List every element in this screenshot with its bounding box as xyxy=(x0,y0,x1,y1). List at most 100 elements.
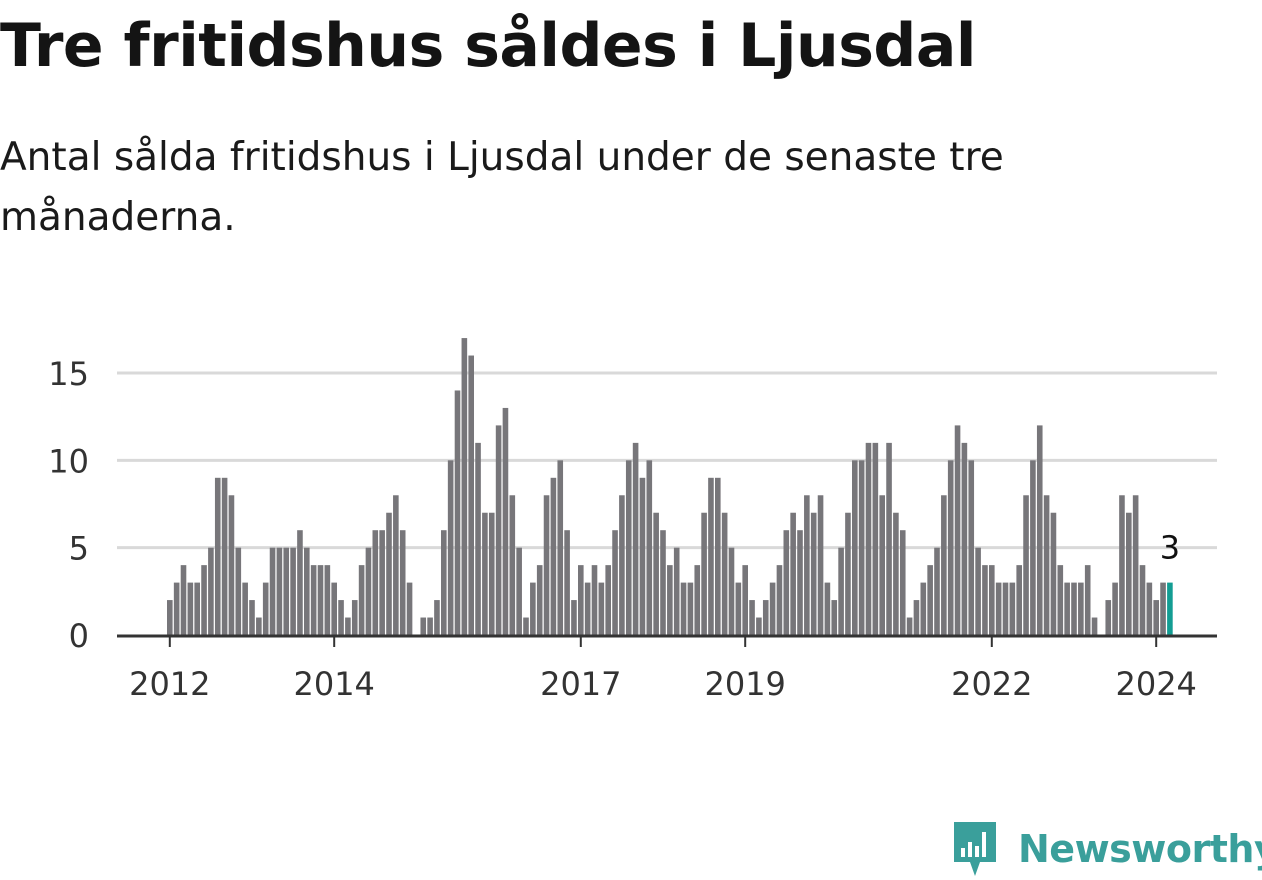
bar xyxy=(310,565,317,635)
bar xyxy=(1016,565,1022,635)
bar xyxy=(947,460,954,635)
bar xyxy=(1057,565,1064,635)
bar xyxy=(749,600,755,635)
bar xyxy=(989,565,995,635)
chart-title: Tre fritidshus såldes i Ljusdal xyxy=(0,11,976,81)
bar xyxy=(694,565,701,635)
bar xyxy=(564,530,570,635)
bar xyxy=(1119,495,1125,635)
bar xyxy=(571,600,577,635)
bar xyxy=(632,442,639,635)
bar xyxy=(797,530,803,635)
bar xyxy=(1002,582,1009,635)
y-tick-label: 15 xyxy=(48,355,89,393)
bar xyxy=(783,530,790,635)
y-tick-label: 10 xyxy=(48,442,89,480)
bar xyxy=(721,512,728,635)
bar xyxy=(817,495,824,635)
bar xyxy=(345,617,351,635)
bar xyxy=(523,617,529,635)
bar xyxy=(1146,582,1153,635)
bar xyxy=(180,565,187,635)
bar xyxy=(317,565,324,635)
bar xyxy=(804,495,810,635)
bar xyxy=(1064,582,1070,635)
bar xyxy=(194,582,200,635)
bar xyxy=(578,565,584,635)
bar xyxy=(304,547,310,635)
x-tick-label: 2014 xyxy=(293,665,374,703)
bar xyxy=(619,495,625,635)
bar xyxy=(667,565,673,635)
bar xyxy=(208,547,214,635)
bar xyxy=(324,565,331,635)
bar xyxy=(872,442,879,635)
bar xyxy=(584,582,591,635)
bar xyxy=(639,477,646,635)
bar xyxy=(228,495,235,635)
brand-name: Newsworthy xyxy=(1018,827,1262,871)
bar xyxy=(961,442,968,635)
bar xyxy=(598,582,605,635)
bar xyxy=(372,530,379,635)
bar xyxy=(1091,617,1098,635)
bar xyxy=(482,512,488,635)
bar xyxy=(838,547,844,635)
bar xyxy=(351,600,358,635)
bar xyxy=(509,495,516,635)
bar xyxy=(756,617,762,635)
bar xyxy=(461,338,468,635)
bar xyxy=(488,512,495,635)
bar xyxy=(420,617,427,635)
bar xyxy=(530,582,536,635)
bar xyxy=(495,425,502,635)
chart-subtitle: Antal sålda fritidshus i Ljusdal under d… xyxy=(0,135,1004,240)
bar xyxy=(379,530,385,635)
bar xyxy=(201,565,207,635)
bar xyxy=(646,460,653,635)
bar xyxy=(1153,600,1159,635)
bar xyxy=(715,477,721,635)
bar xyxy=(475,442,481,635)
bar xyxy=(605,565,611,635)
bars xyxy=(167,338,1173,635)
bar xyxy=(167,600,173,635)
bar xyxy=(612,530,618,635)
bar xyxy=(954,425,961,635)
data-labels: 3 xyxy=(1160,529,1180,567)
bar xyxy=(728,547,735,635)
bar xyxy=(1071,582,1077,635)
bar xyxy=(927,565,933,635)
bar xyxy=(653,512,659,635)
bar xyxy=(762,600,769,635)
bar xyxy=(810,512,817,635)
bar xyxy=(934,547,940,635)
bar xyxy=(769,582,776,635)
bar xyxy=(283,547,290,635)
bar xyxy=(886,442,892,635)
bar xyxy=(406,582,413,635)
bar xyxy=(502,407,509,635)
bar xyxy=(427,617,433,635)
y-axis-ticks: 0 5 10 15 xyxy=(48,355,89,655)
bar xyxy=(941,495,947,635)
bar xyxy=(790,512,796,635)
bar xyxy=(660,530,666,635)
bar xyxy=(468,355,474,635)
bar xyxy=(249,600,255,635)
bar xyxy=(673,547,680,635)
bar-highlight xyxy=(1167,582,1173,635)
bar xyxy=(1105,600,1112,635)
bar xyxy=(214,477,221,635)
bar xyxy=(262,582,269,635)
bar xyxy=(1112,582,1118,635)
bar xyxy=(1023,495,1029,635)
bar xyxy=(441,530,447,635)
bar xyxy=(701,512,707,635)
bar xyxy=(399,530,406,635)
bar xyxy=(687,582,694,635)
brand-logo: Newsworthy xyxy=(950,818,1262,880)
bar xyxy=(1132,495,1139,635)
bar xyxy=(358,565,365,635)
